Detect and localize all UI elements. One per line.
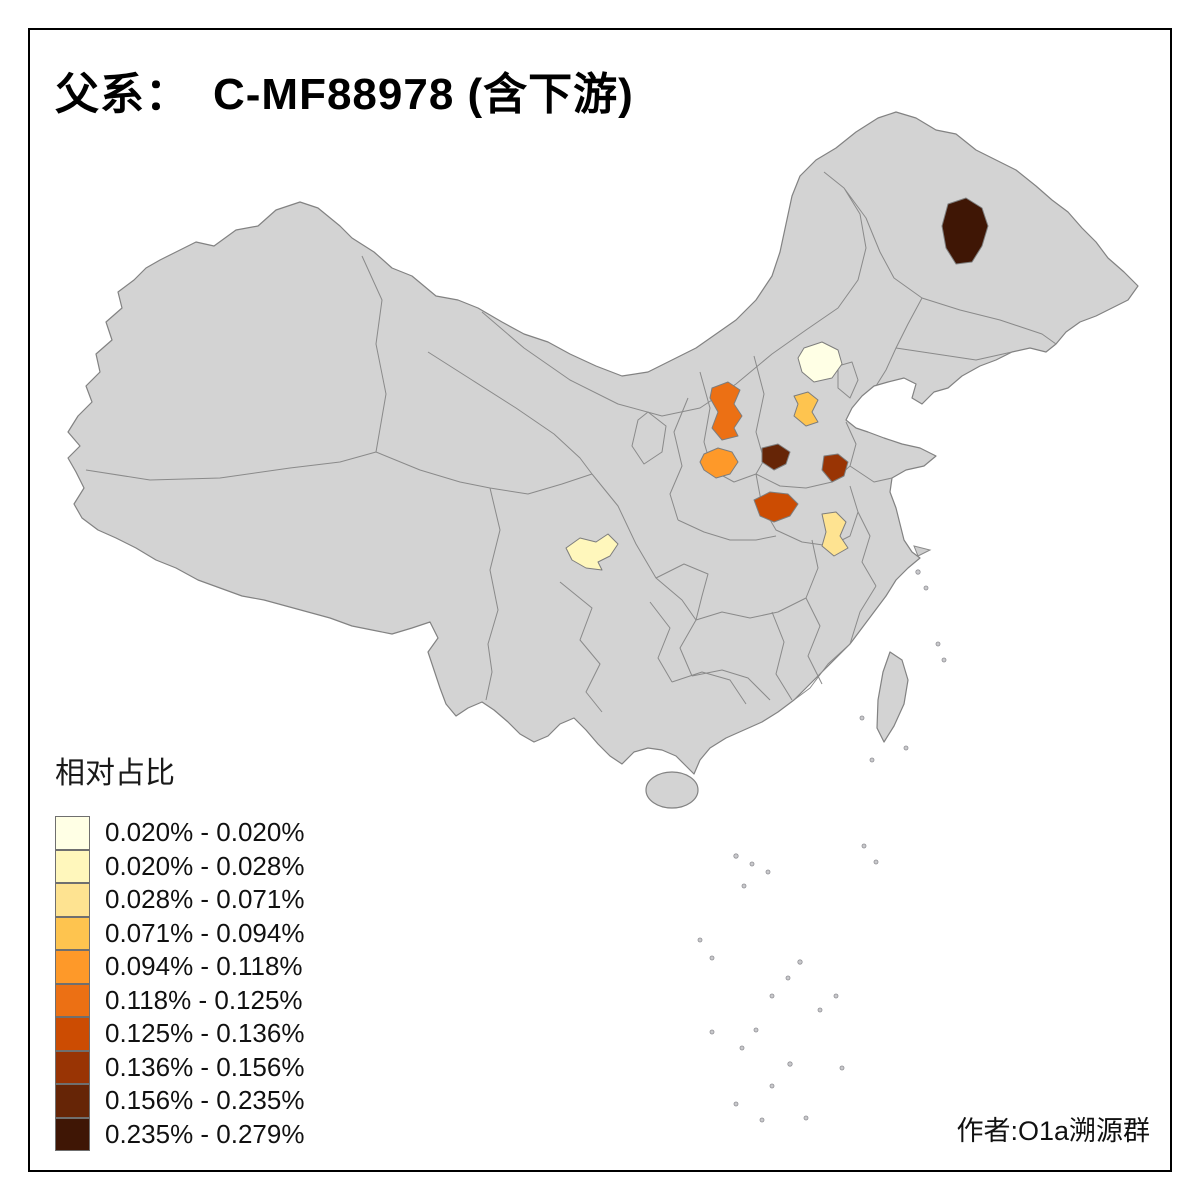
legend-entry: 0.118% - 0.125% [55, 983, 304, 1017]
legend-label: 0.071% - 0.094% [105, 917, 305, 948]
province-borders-south [559, 473, 877, 713]
legend-swatch [55, 849, 90, 883]
legend-title: 相对占比 [55, 757, 175, 790]
legend-label: 0.028% - 0.071% [105, 884, 305, 915]
legend-swatch [55, 1084, 90, 1118]
highlight-region-beijing [797, 341, 843, 383]
south-china-sea-islets [697, 569, 947, 1123]
legend-label: 0.156% - 0.235% [105, 1085, 305, 1116]
legend-entry: 0.020% - 0.028% [55, 849, 305, 883]
author-credit: 作者:O1a溯源群 [956, 1116, 1150, 1146]
legend-label: 0.094% - 0.118% [105, 951, 303, 982]
legend-swatch [55, 1017, 90, 1051]
highlight-region-hebei [793, 391, 819, 427]
legend-entry: 0.235% - 0.279% [55, 1117, 305, 1151]
legend-label: 0.235% - 0.279% [105, 1118, 305, 1149]
highlight-region-north-shaanxi [699, 447, 739, 479]
province-borders-north [631, 355, 893, 547]
legend-label: 0.020% - 0.020% [105, 817, 305, 848]
legend-label: 0.136% - 0.156% [105, 1051, 305, 1082]
highlight-region-shanxi [709, 381, 743, 441]
highlight-region-south-shaanxi [753, 491, 799, 523]
hainan-island [645, 771, 699, 809]
legend-entry: 0.028% - 0.071% [55, 883, 304, 917]
taiwan-island [876, 651, 909, 743]
chongming-island [913, 545, 932, 557]
legend-label: 0.118% - 0.125% [105, 984, 303, 1015]
highlight-region-jin-shaan-yu [761, 443, 791, 471]
plot-title: 父系： C-MF88978 (含下游) [55, 70, 634, 119]
legend: 相对占比 0.020% - 0.020% 0.020% - 0.028% 0.028… [55, 748, 304, 1151]
legend-entry: 0.020% - 0.020% [55, 816, 304, 850]
legend-swatch [55, 950, 90, 984]
legend-label: 0.020% - 0.028% [105, 850, 305, 881]
legend-entry: 0.125% - 0.136% [55, 1017, 304, 1051]
legend-swatch [55, 816, 90, 850]
legend-entry: 0.156% - 0.235% [55, 1084, 304, 1118]
highlight-region-henan [821, 453, 849, 483]
china-mainland [67, 111, 1139, 775]
legend-entry: 0.071% - 0.094% [55, 916, 305, 950]
legend-entry: 0.136% - 0.156% [55, 1050, 305, 1084]
legend-entry: 0.094% - 0.118% [55, 950, 304, 984]
highlight-region-heilongjiang [941, 197, 989, 265]
legend-label: 0.125% - 0.136% [105, 1018, 305, 1049]
legend-swatch [55, 983, 90, 1017]
legend-entries: 0.020% - 0.020% 0.020% - 0.028% 0.028% - 0… [55, 816, 304, 1151]
highlight-region-sichuan [565, 533, 619, 571]
legend-swatch [55, 916, 90, 950]
legend-swatch [55, 1117, 90, 1151]
province-borders-west [85, 171, 1057, 701]
highlight-region-huai [821, 511, 849, 557]
legend-swatch [55, 883, 90, 917]
legend-swatch [55, 1050, 90, 1084]
